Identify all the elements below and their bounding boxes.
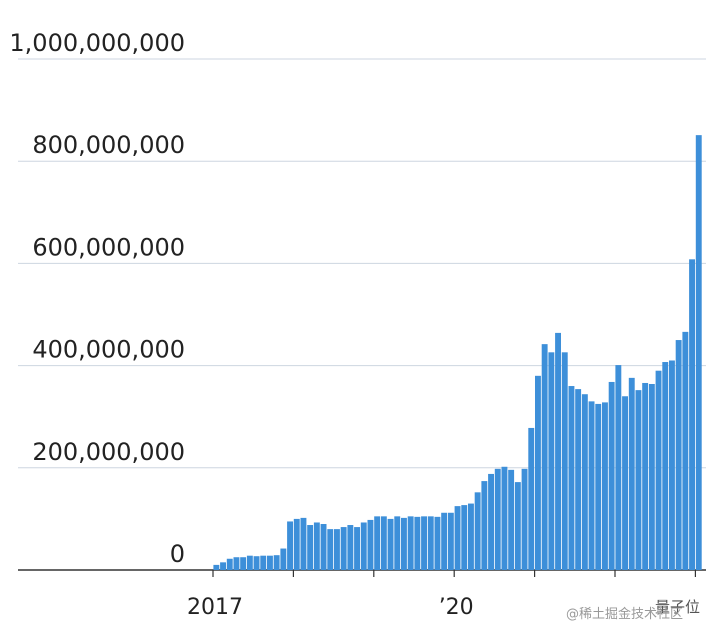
bar [514, 482, 521, 570]
bar [327, 529, 334, 570]
bar [615, 365, 622, 570]
y-tick-label: 600,000,000 [32, 233, 185, 261]
bar [568, 386, 575, 570]
bar [387, 518, 394, 570]
bar [695, 135, 702, 570]
bar [233, 557, 240, 570]
bar [561, 352, 568, 570]
bar [528, 427, 535, 570]
bar [280, 548, 287, 570]
bar [682, 331, 689, 570]
bar [454, 506, 461, 570]
bar [622, 396, 628, 570]
bar [494, 468, 501, 570]
bar [267, 555, 273, 570]
y-tick-label: 0 [170, 540, 185, 568]
bar [394, 516, 401, 570]
bar [246, 555, 253, 570]
bar [434, 516, 441, 570]
bar [581, 394, 588, 570]
bar [588, 401, 595, 570]
y-tick-label: 800,000,000 [32, 131, 185, 159]
bar [441, 512, 448, 570]
bar [575, 389, 582, 570]
bar [380, 516, 387, 570]
bar [414, 516, 421, 570]
bar [401, 517, 407, 570]
bar [421, 516, 427, 570]
x-tick-label: ’20 [439, 595, 474, 620]
bar [287, 521, 293, 570]
bar [347, 525, 354, 570]
bar [608, 381, 615, 570]
bar [689, 259, 695, 570]
bar [501, 466, 508, 570]
y-tick-label: 1,000,000,000 [9, 29, 185, 57]
y-tick-label: 400,000,000 [32, 336, 185, 364]
bar [648, 383, 655, 570]
bar [468, 503, 474, 570]
bar [548, 352, 555, 570]
bar [555, 332, 561, 570]
bar [300, 517, 307, 570]
bar [253, 556, 260, 570]
bar [213, 564, 220, 570]
watermark: @稀土掘金技术社区 [566, 606, 683, 622]
bar [662, 362, 669, 570]
bar [354, 527, 360, 570]
source: 量子位 [655, 598, 700, 616]
x-tick-label: 2017 [187, 595, 243, 620]
bar [367, 519, 374, 570]
bar [635, 390, 642, 570]
bar [461, 505, 468, 570]
bar [481, 481, 488, 570]
bar [260, 555, 267, 570]
bar [313, 522, 320, 570]
bar [642, 382, 649, 570]
bar [447, 512, 454, 570]
bar [669, 360, 675, 570]
y-tick-label: 200,000,000 [32, 438, 185, 466]
bar [407, 516, 414, 570]
bar [427, 516, 434, 570]
bar [293, 518, 300, 570]
bar [628, 377, 635, 570]
bar [226, 558, 233, 570]
bar [595, 403, 602, 570]
bar [675, 340, 682, 570]
bar [508, 469, 515, 570]
bar [374, 516, 381, 570]
bar [340, 527, 347, 570]
bar [220, 562, 226, 570]
bar [334, 529, 340, 570]
bar [541, 344, 548, 570]
bar [602, 402, 608, 570]
bar [320, 524, 327, 570]
bar [488, 473, 494, 570]
bar [655, 370, 662, 570]
bar [360, 522, 367, 570]
bar [240, 557, 247, 570]
bar [307, 525, 314, 570]
bar [535, 375, 541, 570]
bar [521, 468, 528, 570]
bar [273, 555, 280, 570]
bar [474, 492, 481, 570]
